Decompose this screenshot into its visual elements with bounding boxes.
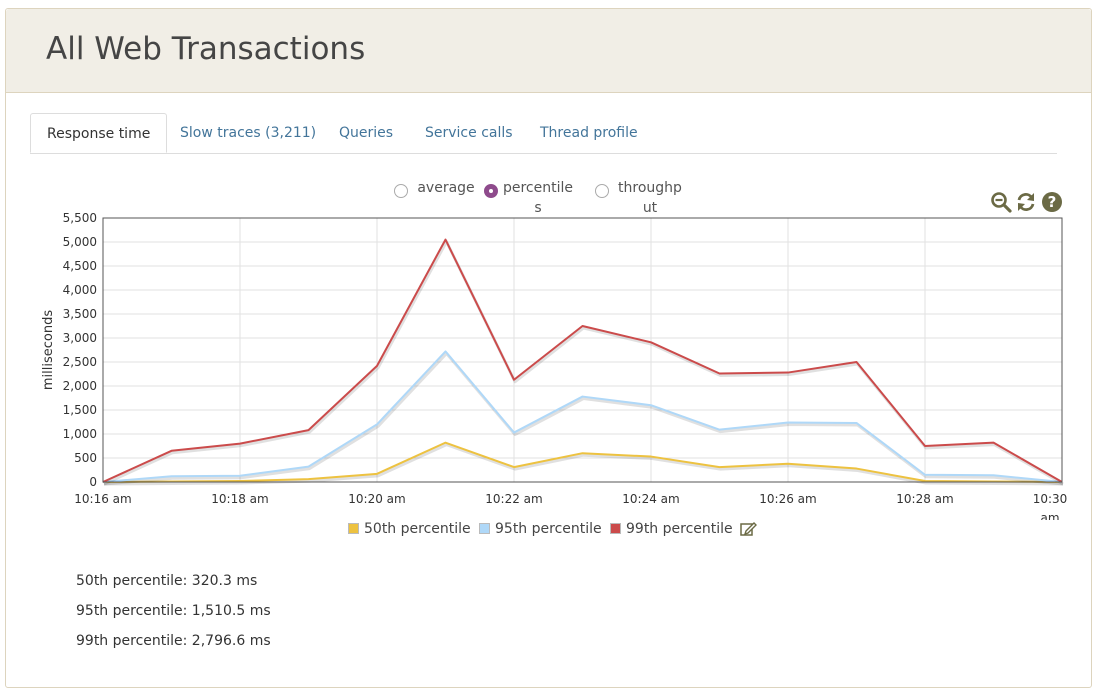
radio-throughput-label: throughput: [618, 180, 682, 216]
series-line-1: [102, 350, 1063, 483]
chart-axes: 0 500 1,000 1,500 2,000 2,500 3,000 3,500 4,000 4…: [63, 211, 1068, 520]
transactions-panel: All Web Transactions: [5, 8, 1092, 688]
tab-bar: Response time Slow traces (3,211) Querie…: [30, 113, 1057, 154]
x-tick-label: 10:26 am: [759, 492, 816, 506]
help-icon[interactable]: ?: [1041, 191, 1063, 213]
x-tick-label: 10:16 am: [74, 492, 131, 506]
tab-slow-traces[interactable]: Slow traces (3,211): [180, 125, 317, 141]
summary-95th: 95th percentile: 1,510.5 ms: [76, 603, 271, 619]
y-tick-label: 4,000: [63, 283, 97, 297]
legend-label-50th: 50th percentile: [364, 521, 471, 537]
y-tick-label: 2,500: [63, 355, 97, 369]
summary-99th: 99th percentile: 2,796.6 ms: [76, 633, 271, 649]
y-tick-label: 5,500: [63, 211, 97, 225]
legend-item-95th[interactable]: 95th percentile: [479, 520, 602, 538]
legend-item-99th[interactable]: 99th percentile: [610, 520, 733, 538]
tab-response-time[interactable]: Response time: [30, 113, 168, 153]
radio-average-label: average: [417, 180, 475, 196]
y-tick-label: 1,500: [63, 403, 97, 417]
x-tick-label-suffix: am: [1040, 511, 1059, 520]
page-title: All Web Transactions: [46, 31, 366, 67]
radio-throughput[interactable]: [595, 184, 609, 198]
y-tick-label: 4,500: [63, 259, 97, 273]
legend-item-50th[interactable]: 50th percentile: [348, 520, 471, 538]
y-tick-label: 3,000: [63, 331, 97, 345]
series-shadow-2: [103, 240, 1064, 486]
y-axis-label: milliseconds: [41, 310, 56, 390]
edit-legend-icon[interactable]: [740, 521, 757, 537]
x-tick-label: 10:24 am: [622, 492, 679, 506]
radio-percentiles[interactable]: [484, 184, 498, 198]
svg-text:?: ?: [1048, 193, 1057, 211]
x-tick-label: 10:28 am: [896, 492, 953, 506]
y-tick-label: 1,000: [63, 427, 97, 441]
y-tick-label: 500: [74, 451, 97, 465]
response-time-chart: 0 500 1,000 1,500 2,000 2,500 3,000 3,500 4,000 4…: [41, 211, 1068, 520]
percentile-summary: 50th percentile: 320.3 ms 95th percentil…: [76, 571, 271, 661]
plot-border: [102, 217, 1063, 483]
zoom-out-icon[interactable]: [990, 191, 1012, 213]
panel-header: All Web Transactions: [6, 9, 1091, 93]
series-shadow-1: [103, 351, 1064, 486]
x-tick-label: 10:20 am: [348, 492, 405, 506]
legend-label-95th: 95th percentile: [495, 521, 602, 537]
legend-swatch-50th: [348, 523, 359, 534]
y-tick-label: 2,000: [63, 379, 97, 393]
legend-swatch-95th: [479, 523, 490, 534]
tab-thread-profile[interactable]: Thread profile: [540, 125, 638, 141]
tab-service-calls[interactable]: Service calls: [425, 125, 513, 141]
y-tick-label: 0: [89, 475, 97, 489]
refresh-icon[interactable]: [1015, 191, 1037, 213]
radio-percentiles-label: percentiles: [502, 180, 573, 216]
series-line-0: [102, 441, 1063, 483]
series-line-2: [102, 238, 1063, 483]
radio-average[interactable]: [394, 184, 408, 198]
x-tick-label: 10:18 am: [211, 492, 268, 506]
y-tick-label: 5,000: [63, 235, 97, 249]
x-tick-label: 10:30: [1033, 492, 1068, 506]
tab-queries[interactable]: Queries: [339, 125, 394, 141]
legend-swatch-99th: [610, 523, 621, 534]
x-tick-label: 10:22 am: [485, 492, 542, 506]
y-tick-label: 3,500: [63, 307, 97, 321]
legend-label-99th: 99th percentile: [626, 521, 733, 537]
summary-50th: 50th percentile: 320.3 ms: [76, 573, 258, 589]
